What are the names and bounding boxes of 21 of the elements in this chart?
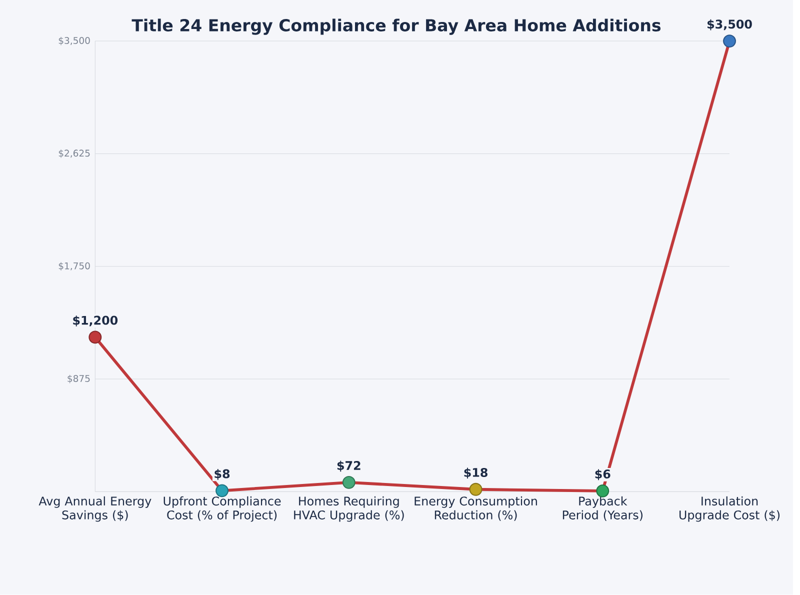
data-label: $8 [214,469,230,480]
data-label: $72 [337,460,360,472]
data-label: $1,200 [73,316,118,326]
y-tick-label: $875 [68,374,90,384]
x-tick-label: Insulation Upgrade Cost ($) [680,496,780,522]
data-label: $6 [595,469,610,480]
y-tick-label: $2,625 [58,150,90,158]
y-tick-label: $1,750 [58,262,90,271]
point [469,483,482,496]
x-tick-label: Energy Consumption Reduction (%) [414,496,537,521]
x-tick-label: Homes Requiring HVAC Upgrade (%) [294,496,404,522]
data-label: $3,500 [707,20,752,30]
data-label: $18 [464,468,488,479]
x-tick-label: Upfront Compliance Cost (% of Project) [164,496,281,522]
point [723,34,736,48]
point [88,330,102,344]
y-tick-label: $3,500 [58,36,90,46]
x-tick-label: Payback Period (Years) [562,496,642,521]
point [342,476,356,490]
x-tick-label: Avg Annual Energy Savings ($) [38,496,152,522]
chart-title: Title 24 Energy Compliance for Bay Area Home Additions [132,18,661,35]
